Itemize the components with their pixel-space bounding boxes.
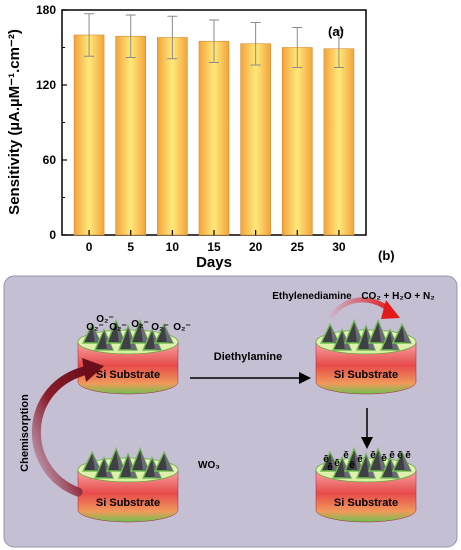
- wo3-pyramid-facet: [390, 329, 399, 350]
- oxygen-ion-labels: O₂⁻ O₂⁻ O₂⁻ O₂⁻ O₂⁻O₂⁻: [86, 314, 191, 333]
- oxygen-ion-label: O₂⁻: [151, 322, 169, 333]
- wo3-pyramid-facet: [92, 452, 101, 471]
- x-tick-label: 20: [249, 240, 263, 254]
- electron-label: ē: [327, 462, 333, 473]
- cylinder-side: [315, 469, 417, 523]
- wo3-pyramid-facet: [104, 457, 113, 478]
- oxygen-ion-label: O₂⁻: [131, 319, 149, 330]
- cylinder-side: [77, 469, 179, 523]
- wo3-pyramid-facet: [164, 452, 173, 471]
- diethylamine-label: Diethylamine: [214, 351, 282, 363]
- y-tick-label: 180: [36, 3, 56, 17]
- electron-label: ē: [343, 450, 349, 461]
- wo3-pyramid-facet: [354, 320, 363, 343]
- wo3-pyramid-facet: [152, 329, 161, 350]
- x-axis-title: Days: [196, 254, 232, 271]
- wo3-pyramid-facet: [390, 457, 399, 478]
- x-axis-ticks: 0 5 10 15 20 25 30: [86, 230, 346, 254]
- x-tick-label: 5: [127, 240, 134, 254]
- oxygen-ion-label: O₂⁻: [109, 322, 127, 333]
- substrate-oxygen-adsorbed: Si Substrate: [77, 318, 179, 395]
- wo3-pyramid-facet: [330, 324, 339, 343]
- substrate-label: Si Substrate: [334, 369, 398, 381]
- chemisorption-label: Chemisorption: [19, 394, 31, 472]
- oxygen-ion-label: O₂⁻: [96, 314, 114, 325]
- x-tick-label: 10: [166, 240, 180, 254]
- panel-label-b: (b): [378, 248, 395, 263]
- wo3-pyramid-facet: [342, 329, 351, 350]
- substrate-label: Si Substrate: [96, 497, 160, 509]
- chemisorption-arrowhead: [82, 358, 104, 382]
- substrate-wo3: Si Substrate: [77, 446, 179, 523]
- bar: [115, 35, 147, 236]
- electron-label: ē: [370, 450, 376, 461]
- x-tick-label: 15: [207, 240, 221, 254]
- wo3-pyramid-facet: [378, 448, 387, 471]
- wo3-pyramid-facet: [402, 324, 411, 343]
- oxygen-ion-label: O₂⁻: [86, 322, 104, 333]
- bar: [198, 40, 230, 236]
- sensitivity-bar-chart: 0 60 120 180 0 5 10 15 20 25 30 (a) Days Sensitiv…: [6, 3, 367, 271]
- wo3-pyramid-facet: [330, 452, 339, 471]
- y-tick-label: 120: [36, 78, 56, 92]
- electron-label: ē: [405, 450, 411, 461]
- electron-label: ē: [357, 454, 363, 465]
- bar: [157, 37, 188, 236]
- y-tick-label: 60: [43, 153, 57, 167]
- products-label: CO₂ + H₂O + N₂: [361, 291, 434, 302]
- y-axis-title: Sensitivity (µA.µM⁻¹.cm⁻²): [6, 29, 23, 215]
- substrate-label: Si Substrate: [96, 369, 160, 381]
- wo3-label: WO₃: [198, 460, 220, 471]
- reaction-arrowhead: [381, 300, 400, 319]
- wo3-pyramid-facet: [402, 452, 411, 471]
- wo3-pyramid-facet: [378, 320, 387, 343]
- panel-label-a: (a): [328, 24, 344, 39]
- wo3-pyramid-facet: [116, 320, 125, 343]
- electron-label: ē: [334, 458, 340, 469]
- substrate-electron-release: Si Substrate: [315, 446, 417, 523]
- bar-group: [73, 13, 355, 236]
- electron-label: ē: [349, 460, 355, 471]
- electron-label: ē: [381, 453, 387, 464]
- oxygen-ion-label: O₂⁻: [173, 322, 191, 333]
- wo3-pyramid-facet: [164, 324, 173, 343]
- bar: [73, 34, 105, 236]
- wo3-pyramid-facet: [140, 320, 149, 343]
- wo3-pyramid-facet: [116, 448, 125, 471]
- bar: [281, 47, 313, 236]
- x-tick-label: 30: [332, 240, 346, 254]
- electron-label: ē: [323, 454, 329, 465]
- cylinder-side: [77, 341, 179, 395]
- substrate-label: Si Substrate: [334, 497, 398, 509]
- wo3-pyramid-facet: [140, 448, 149, 471]
- cylinder-side: [315, 341, 417, 395]
- y-axis-ticks: 0 60 120 180: [36, 3, 67, 242]
- bar: [323, 48, 355, 236]
- substrate-amine-reacted: Si Substrate: [315, 318, 417, 395]
- wo3-pyramid-facet: [92, 324, 101, 343]
- bar: [240, 43, 271, 236]
- ethylenediamine-label: Ethylenediamine: [272, 291, 352, 302]
- wo3-pyramid-facet: [104, 329, 113, 350]
- y-tick-label: 0: [49, 228, 56, 242]
- electron-label: ē: [397, 450, 403, 461]
- wo3-pyramid-facet: [354, 448, 363, 471]
- wo3-pyramid-facet: [152, 457, 161, 478]
- sensing-mechanism-diagram: Si Substrate Si Substrate Si Substrate Si S…: [3, 275, 458, 548]
- electron-label: ē: [389, 450, 395, 461]
- chemisorption-arrow: [31, 365, 93, 497]
- electron-labels: ē ēē ē ē ē ē ē ēē ē: [323, 450, 411, 473]
- wo3-pyramid-facet: [342, 457, 351, 478]
- x-tick-label: 0: [86, 240, 93, 254]
- x-tick-label: 25: [291, 240, 305, 254]
